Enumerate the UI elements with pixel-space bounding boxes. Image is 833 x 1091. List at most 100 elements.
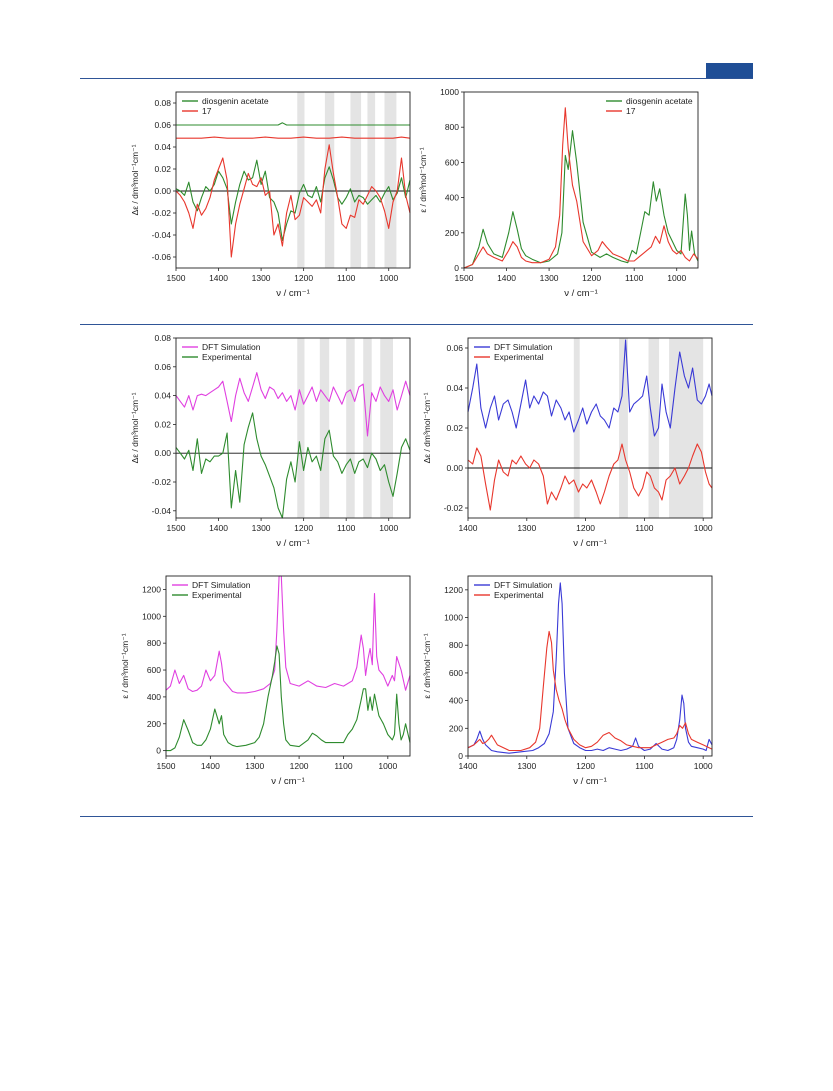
- y-tick-label: -0.02: [444, 503, 464, 513]
- plot-frame: [175, 91, 411, 269]
- y-tick-label: 0.02: [154, 164, 171, 174]
- x-tick-label: 1300: [252, 523, 271, 533]
- series-line-1: [467, 630, 713, 752]
- x-axis-label: ν / cm⁻¹: [276, 538, 310, 549]
- y-axis-label: Δε / dm³mol⁻¹cm⁻¹: [422, 392, 432, 463]
- shaded-band: [619, 338, 628, 518]
- series-line-0: [175, 372, 411, 437]
- series-line-0: [467, 339, 713, 437]
- y-tick-label: 0.04: [154, 391, 171, 401]
- legend-label: DFT Simulation: [494, 342, 553, 352]
- y-tick-label: 1000: [440, 87, 459, 97]
- y-tick-label: 0.02: [154, 419, 171, 429]
- y-tick-label: -0.06: [152, 252, 172, 262]
- y-tick-label: 400: [449, 696, 463, 706]
- y-tick-label: -0.04: [152, 506, 172, 516]
- x-axis-label: ν / cm⁻¹: [276, 288, 310, 299]
- plot-frame: [467, 575, 713, 757]
- series-line-0: [467, 582, 713, 754]
- y-tick-label: 800: [449, 640, 463, 650]
- y-tick-label: 0.06: [446, 343, 463, 353]
- shaded-band: [297, 92, 305, 268]
- y-tick-label: 0.02: [446, 423, 463, 433]
- x-tick-label: 1000: [379, 273, 398, 283]
- x-axis-label: ν / cm⁻¹: [573, 538, 607, 549]
- x-tick-label: 1400: [201, 761, 220, 771]
- x-axis-label: ν / cm⁻¹: [271, 776, 305, 787]
- y-tick-label: 0.08: [154, 98, 171, 108]
- shaded-band: [380, 338, 393, 518]
- y-tick-label: 0.04: [446, 383, 463, 393]
- x-tick-label: 1200: [290, 761, 309, 771]
- y-tick-label: 600: [449, 668, 463, 678]
- y-tick-label: -0.02: [152, 477, 172, 487]
- legend-label: 17: [202, 106, 212, 116]
- legend-label: DFT Simulation: [202, 342, 261, 352]
- y-axis-label: ε / dm³mol⁻¹cm⁻¹: [418, 147, 428, 212]
- divider-bottom: [80, 816, 753, 817]
- page-header-tab: [706, 63, 753, 78]
- series-line-3: [175, 144, 411, 258]
- series-line-1: [467, 443, 713, 511]
- y-tick-label: 0: [454, 263, 459, 273]
- x-tick-label: 1000: [694, 761, 713, 771]
- x-tick-label: 1400: [209, 523, 228, 533]
- x-tick-label: 1300: [245, 761, 264, 771]
- legend-label: DFT Simulation: [192, 580, 251, 590]
- chart-cd-comparison-diosgenin: 1500 1400 1300 1200 1100 1000 -0.06 -0.04 -0.02 0…: [130, 91, 411, 299]
- series-line-1: [463, 107, 699, 269]
- x-axis-label: ν / cm⁻¹: [573, 776, 607, 787]
- divider-top: [80, 78, 753, 79]
- x-tick-label: 1300: [540, 273, 559, 283]
- x-tick-label: 1200: [294, 273, 313, 283]
- plot-frame: [175, 337, 411, 519]
- y-axis-label: Δε / dm³mol⁻¹cm⁻¹: [130, 392, 140, 463]
- shaded-band: [350, 92, 362, 268]
- x-tick-label: 1400: [459, 761, 478, 771]
- x-tick-label: 1400: [209, 273, 228, 283]
- x-tick-label: 1500: [167, 523, 186, 533]
- x-tick-label: 1100: [625, 273, 644, 283]
- series-line-2: [175, 159, 411, 242]
- x-tick-label: 1100: [337, 273, 356, 283]
- series-line-1: [175, 412, 411, 519]
- y-tick-label: 1000: [142, 611, 161, 621]
- x-tick-label: 1500: [167, 273, 186, 283]
- y-axis-label: ε / dm³mol⁻¹cm⁻¹: [120, 633, 130, 698]
- legend-label: Experimental: [202, 352, 252, 362]
- y-tick-label: 0.06: [154, 120, 171, 130]
- chart-ir-dft-vs-experimental-green: 1500 1400 1300 1200 1100 1000 0 200 400 600 800 100…: [120, 575, 411, 787]
- x-tick-label: 1100: [635, 761, 654, 771]
- x-tick-label: 1500: [455, 273, 474, 283]
- y-tick-label: 600: [445, 157, 459, 167]
- chart-cd-dft-vs-experimental-green: 1500 1400 1300 1200 1100 1000 -0.04 -0.02 0.00 0.…: [130, 333, 411, 549]
- y-tick-label: 0.00: [446, 463, 463, 473]
- y-tick-label: -0.02: [152, 208, 172, 218]
- x-tick-label: 1100: [334, 761, 353, 771]
- y-tick-label: 200: [147, 719, 161, 729]
- legend-label: diosgenin acetate: [626, 96, 693, 106]
- chart-ir-dft-vs-experimental-red: 1400 1300 1200 1100 1000 0 200 400 600 800 1000 120…: [422, 575, 713, 787]
- x-tick-label: 1000: [667, 273, 686, 283]
- x-tick-label: 1100: [635, 523, 654, 533]
- y-tick-label: 0.06: [154, 362, 171, 372]
- shaded-band: [384, 92, 397, 268]
- shaded-band: [573, 338, 580, 518]
- shaded-band: [324, 92, 335, 268]
- y-tick-label: 600: [147, 665, 161, 675]
- y-tick-label: 1200: [142, 584, 161, 594]
- x-tick-label: 1500: [157, 761, 176, 771]
- y-tick-label: 0.08: [154, 333, 171, 343]
- series-line-0: [176, 122, 410, 126]
- y-tick-label: 400: [147, 692, 161, 702]
- shaded-band: [648, 338, 660, 518]
- x-tick-label: 1300: [252, 273, 271, 283]
- x-tick-label: 1300: [517, 761, 536, 771]
- y-tick-label: 800: [445, 122, 459, 132]
- y-tick-label: 0: [458, 751, 463, 761]
- legend-label: 17: [626, 106, 636, 116]
- x-tick-label: 1100: [337, 523, 356, 533]
- y-tick-label: 1200: [444, 585, 463, 595]
- x-tick-label: 1200: [576, 761, 595, 771]
- x-tick-label: 1000: [378, 761, 397, 771]
